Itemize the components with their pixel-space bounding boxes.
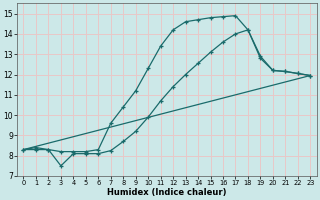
X-axis label: Humidex (Indice chaleur): Humidex (Indice chaleur) xyxy=(107,188,227,197)
